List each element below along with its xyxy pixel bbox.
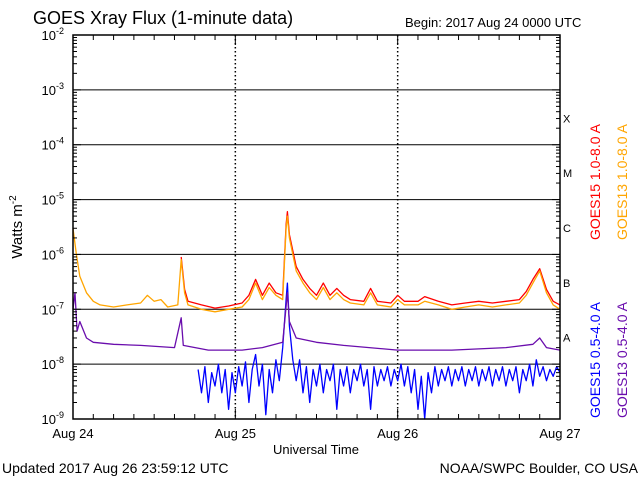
series-line-0 xyxy=(180,211,561,309)
flare-class-C: C xyxy=(563,223,571,235)
x-tick-label: Aug 25 xyxy=(215,426,256,441)
series-line-1 xyxy=(72,215,561,313)
legend-entry: GOES13 0.5-4.0 A xyxy=(614,301,630,418)
y-tick-labels: 10-210-310-410-510-610-710-810-9 xyxy=(42,26,64,427)
x-axis-label: Universal Time xyxy=(273,442,359,457)
y-tick-label: 10-3 xyxy=(42,81,64,98)
y-tick-label: 10-8 xyxy=(42,355,64,372)
x-tick-labels: Aug 24 Aug 25 Aug 26 Aug 27 xyxy=(52,426,580,441)
y-tick-label: 10-9 xyxy=(42,410,64,427)
x-tick-label: Aug 26 xyxy=(377,426,418,441)
y-tick-base: 10 xyxy=(42,247,56,262)
x-tick-label: Aug 24 xyxy=(52,426,93,441)
y-tick-base: 10 xyxy=(42,28,56,43)
grid-lines xyxy=(73,35,560,419)
series-line-2 xyxy=(197,282,561,420)
series-line-3 xyxy=(72,292,561,351)
y-tick-exponent: -8 xyxy=(56,355,64,365)
y-tick-label: 10-5 xyxy=(42,191,64,208)
y-tick-base: 10 xyxy=(42,83,56,98)
x-tick-label: Aug 27 xyxy=(539,426,580,441)
y-tick-base: 10 xyxy=(42,412,56,427)
y-tick-exponent: -4 xyxy=(56,136,64,146)
y-tick-exponent: -6 xyxy=(56,245,64,255)
y-axis-label-exponent: -2 xyxy=(8,195,19,204)
flare-class-labels: X M C B A xyxy=(563,113,572,344)
y-tick-exponent: -2 xyxy=(56,26,64,36)
updated-timestamp: Updated 2017 Aug 26 23:59:12 UTC xyxy=(2,460,229,476)
legend-entry: GOES15 1.0-8.0 A xyxy=(587,123,603,240)
y-tick-exponent: -9 xyxy=(56,410,64,420)
y-tick-label: 10-7 xyxy=(42,300,64,317)
flare-class-B: B xyxy=(563,278,570,290)
flare-class-M: M xyxy=(563,168,572,180)
y-tick-exponent: -7 xyxy=(56,300,64,310)
y-tick-base: 10 xyxy=(42,357,56,372)
y-tick-label: 10-2 xyxy=(42,26,64,43)
axis-ticks xyxy=(72,35,561,420)
y-tick-label: 10-6 xyxy=(42,245,64,262)
flare-class-A: A xyxy=(563,333,571,345)
y-tick-exponent: -5 xyxy=(56,191,64,201)
credit-label: NOAA/SWPC Boulder, CO USA xyxy=(440,460,639,476)
y-tick-base: 10 xyxy=(42,302,56,317)
legend-entry: GOES15 0.5-4.0 A xyxy=(587,301,603,418)
flare-class-X: X xyxy=(563,113,571,125)
plot-frame xyxy=(72,34,561,420)
legend-entry: GOES13 1.0-8.0 A xyxy=(614,123,630,240)
y-axis-label: Watts m-2 xyxy=(8,195,26,259)
y-axis-label-text: Watts m xyxy=(9,204,26,258)
series-lines xyxy=(72,211,561,420)
y-tick-base: 10 xyxy=(42,138,56,153)
begin-label: Begin: 2017 Aug 24 0000 UTC xyxy=(405,15,581,30)
y-tick-exponent: -3 xyxy=(56,81,64,91)
y-tick-base: 10 xyxy=(42,193,56,208)
chart-title: GOES Xray Flux (1-minute data) xyxy=(33,8,293,28)
legend: GOES15 1.0-8.0 A GOES13 1.0-8.0 A GOES15 0… xyxy=(587,123,630,418)
y-tick-label: 10-4 xyxy=(42,136,64,153)
